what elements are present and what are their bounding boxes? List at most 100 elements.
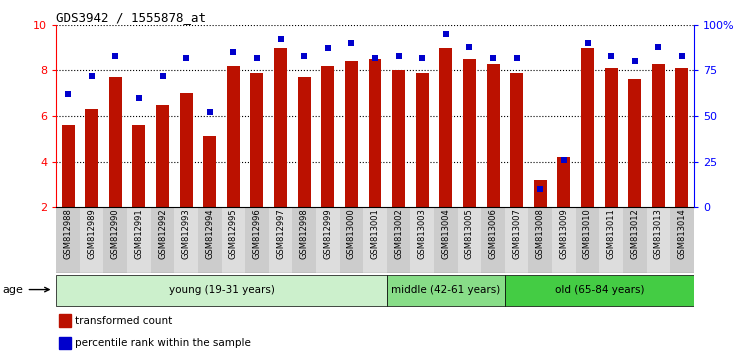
Bar — [151, 207, 174, 273]
Bar — [440, 47, 452, 207]
Bar — [670, 207, 694, 273]
Bar — [387, 207, 410, 273]
Bar — [62, 125, 74, 207]
Text: GSM812989: GSM812989 — [87, 209, 96, 259]
Bar — [104, 207, 127, 273]
Text: GSM812994: GSM812994 — [206, 209, 214, 259]
Point — [464, 44, 476, 50]
Point — [62, 91, 74, 97]
Bar — [368, 59, 382, 207]
Point — [322, 46, 334, 51]
Bar — [292, 207, 316, 273]
Bar — [623, 207, 646, 273]
Bar — [392, 70, 405, 207]
FancyBboxPatch shape — [505, 275, 694, 306]
Text: GSM813010: GSM813010 — [583, 209, 592, 259]
Bar — [316, 207, 340, 273]
Bar — [127, 207, 151, 273]
Text: GSM813001: GSM813001 — [370, 209, 380, 259]
Point — [487, 55, 499, 61]
Text: transformed count: transformed count — [75, 316, 172, 326]
Bar — [59, 337, 71, 349]
Bar — [534, 180, 547, 207]
Bar — [581, 47, 594, 207]
Bar — [80, 207, 104, 273]
Text: GSM812993: GSM812993 — [182, 209, 190, 259]
Point — [534, 186, 546, 192]
FancyBboxPatch shape — [387, 275, 505, 306]
Point — [180, 55, 192, 61]
Point — [605, 53, 617, 59]
Text: old (65-84 years): old (65-84 years) — [554, 285, 644, 295]
Text: GSM813003: GSM813003 — [418, 209, 427, 259]
Point — [581, 40, 593, 46]
Bar — [576, 207, 599, 273]
Point — [110, 53, 122, 59]
Text: age: age — [3, 285, 49, 295]
Point — [274, 36, 286, 42]
Bar — [529, 207, 552, 273]
Bar — [198, 207, 221, 273]
Text: GSM813000: GSM813000 — [347, 209, 356, 259]
Text: GSM812992: GSM812992 — [158, 209, 167, 259]
Text: GSM813004: GSM813004 — [441, 209, 450, 259]
Bar — [156, 104, 169, 207]
Text: GSM812998: GSM812998 — [300, 209, 309, 259]
Text: GSM813014: GSM813014 — [677, 209, 686, 259]
Bar — [321, 66, 334, 207]
Bar — [203, 136, 216, 207]
Text: GSM813006: GSM813006 — [488, 209, 497, 259]
Text: GSM813005: GSM813005 — [465, 209, 474, 259]
Text: GSM812995: GSM812995 — [229, 209, 238, 259]
Text: GSM813008: GSM813008 — [536, 209, 544, 259]
Text: middle (42-61 years): middle (42-61 years) — [392, 285, 500, 295]
Bar — [251, 73, 263, 207]
Text: GSM812999: GSM812999 — [323, 209, 332, 259]
Bar — [552, 207, 576, 273]
Text: GSM812988: GSM812988 — [64, 209, 73, 259]
Bar — [245, 207, 268, 273]
Bar — [410, 207, 434, 273]
Text: GSM813013: GSM813013 — [654, 209, 663, 259]
Text: young (19-31 years): young (19-31 years) — [169, 285, 274, 295]
Bar — [458, 207, 482, 273]
Bar — [298, 77, 310, 207]
Point — [628, 58, 640, 64]
Text: GSM812991: GSM812991 — [134, 209, 143, 259]
FancyBboxPatch shape — [56, 275, 387, 306]
Text: GSM812996: GSM812996 — [253, 209, 262, 259]
Bar — [56, 207, 80, 273]
Bar — [226, 66, 240, 207]
Point — [652, 44, 664, 50]
Text: GSM812997: GSM812997 — [276, 209, 285, 259]
Bar — [599, 207, 623, 273]
Bar — [133, 125, 146, 207]
Point — [298, 53, 310, 59]
Text: GSM812990: GSM812990 — [111, 209, 120, 259]
Bar — [363, 207, 387, 273]
Bar — [646, 207, 670, 273]
Text: GDS3942 / 1555878_at: GDS3942 / 1555878_at — [56, 11, 206, 24]
Bar — [604, 68, 617, 207]
Bar — [59, 314, 71, 327]
Bar — [345, 61, 358, 207]
Point — [133, 95, 145, 101]
Text: GSM813011: GSM813011 — [607, 209, 616, 259]
Point — [204, 109, 216, 115]
Bar — [652, 63, 664, 207]
Text: GSM813012: GSM813012 — [630, 209, 639, 259]
Point — [346, 40, 358, 46]
Bar — [340, 207, 363, 273]
Point — [676, 53, 688, 59]
Bar — [463, 59, 476, 207]
Bar — [416, 73, 429, 207]
Point — [369, 55, 381, 61]
Bar — [628, 79, 641, 207]
Point — [511, 55, 523, 61]
Text: GSM813002: GSM813002 — [394, 209, 403, 259]
Point — [416, 55, 428, 61]
Bar — [434, 207, 457, 273]
Point — [86, 73, 98, 79]
Point — [227, 49, 239, 55]
Text: GSM813007: GSM813007 — [512, 209, 521, 259]
